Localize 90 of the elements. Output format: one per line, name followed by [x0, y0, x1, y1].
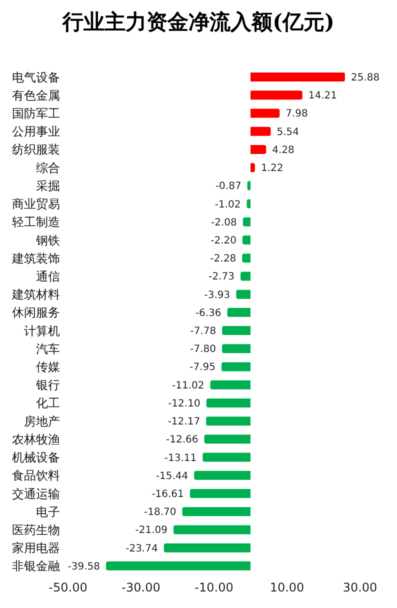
y-tick-label: 传媒: [36, 360, 60, 374]
data-label: 1.22: [260, 163, 284, 174]
y-tick-label: 农林牧渔: [12, 432, 60, 446]
data-label: -12.10: [168, 398, 200, 410]
x-tick-label: -30.00: [122, 580, 160, 595]
data-label: -12.66: [166, 434, 198, 446]
y-tick-label: 汽车: [36, 342, 60, 356]
bar: [182, 507, 250, 516]
y-tick-label: 家用电器: [12, 541, 60, 556]
y-tick-label: 通信: [36, 269, 60, 284]
bar: [250, 72, 345, 82]
data-label: -21.09: [135, 525, 168, 536]
bar: [246, 199, 250, 208]
bar: [210, 380, 250, 390]
y-tick-label: 医药生物: [12, 522, 60, 537]
chart-title: 行业主力资金净流入额(亿元): [61, 8, 336, 36]
y-tick-label: 钢铁: [35, 233, 60, 248]
bar: [174, 525, 250, 534]
bar: [236, 290, 250, 299]
bar: [194, 470, 250, 480]
data-label: -1.02: [214, 199, 241, 210]
data-label: -7.80: [190, 344, 216, 356]
data-label: -18.70: [144, 507, 176, 518]
data-label: 14.21: [308, 90, 338, 102]
bar: [204, 434, 250, 444]
data-label: -2.08: [211, 217, 237, 228]
data-label: 7.98: [286, 108, 308, 120]
bar: [240, 272, 250, 281]
y-tick-label: 房地产: [24, 414, 60, 428]
data-label: -15.44: [156, 470, 188, 482]
bar: [222, 344, 250, 354]
y-tick-label: 电气设备: [12, 70, 60, 84]
y-tick-label: 公用事业: [12, 124, 60, 139]
y-tick-label: 采掘: [36, 178, 60, 193]
bar: [206, 398, 250, 408]
y-tick-label: 非银金融: [12, 559, 60, 574]
y-tick-label: 综合: [36, 160, 60, 175]
data-label: -7.78: [190, 326, 216, 338]
bar: [221, 362, 250, 372]
bar: [250, 163, 255, 172]
bar: [206, 416, 250, 426]
bar: [247, 181, 250, 190]
data-label: 25.88: [350, 72, 380, 84]
x-tick-label: 10.00: [270, 580, 304, 595]
bar: [242, 254, 250, 263]
data-label: -2.20: [210, 235, 236, 246]
data-label: -6.36: [195, 308, 222, 319]
data-label: -7.95: [190, 362, 216, 374]
y-tick-label: 电子: [36, 504, 60, 519]
bar: [227, 308, 250, 317]
bar: [222, 326, 250, 336]
y-tick-label: 机械设备: [12, 450, 60, 465]
y-tick-label: 有色金属: [12, 88, 60, 102]
bar: [242, 235, 250, 244]
y-tick-label: 计算机: [24, 324, 60, 338]
x-tick-label: -10.00: [194, 580, 234, 595]
y-tick-label: 交通运输: [12, 486, 60, 501]
x-tick-label: -50.00: [48, 580, 88, 595]
x-tick-label: 30.00: [342, 580, 378, 595]
y-tick-label: 化工: [36, 396, 60, 410]
bar: [250, 126, 271, 136]
data-label: -2.28: [210, 254, 236, 265]
bar: [250, 108, 280, 118]
bar: [250, 144, 266, 154]
data-label: 5.54: [276, 126, 299, 138]
data-label: -3.93: [204, 290, 230, 301]
y-tick-label: 休闲服务: [12, 306, 60, 320]
data-label: 4.28: [272, 144, 294, 156]
bar: [164, 543, 250, 552]
y-tick-label: 国防军工: [12, 106, 60, 121]
bar: [106, 561, 250, 570]
data-label: -0.87: [215, 181, 242, 192]
y-tick-label: 商业贸易: [12, 197, 60, 212]
data-label: -12.17: [168, 416, 200, 428]
bar: [250, 90, 302, 100]
y-tick-label: 建筑装饰: [11, 251, 60, 266]
y-tick-label: 轻工制造: [12, 215, 60, 230]
data-label: -2.73: [208, 272, 235, 283]
data-label: -11.02: [172, 380, 204, 392]
data-label: -39.58: [68, 561, 100, 572]
bar: [202, 452, 250, 462]
data-label: -13.11: [164, 452, 197, 464]
bar: [242, 217, 250, 226]
data-label: -16.61: [152, 488, 184, 500]
y-tick-label: 银行: [35, 378, 60, 392]
bar: [190, 488, 250, 498]
data-label: -23.74: [126, 543, 158, 554]
y-tick-label: 食品饮料: [12, 468, 60, 483]
y-tick-label: 纺织服装: [12, 142, 60, 157]
y-tick-label: 建筑材料: [11, 288, 60, 302]
